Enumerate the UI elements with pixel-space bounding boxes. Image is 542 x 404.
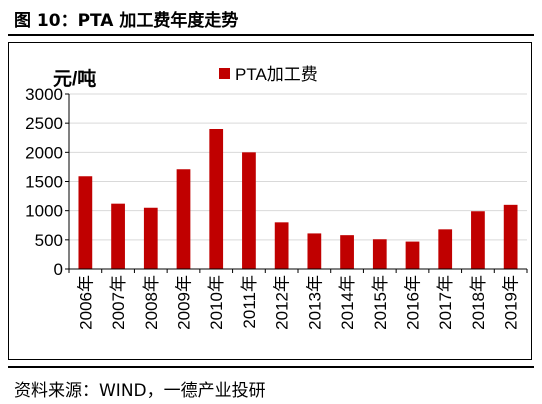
bar-2008年 (143, 207, 158, 269)
x-tick-label: 2016年 (404, 275, 423, 330)
chart-frame: 0 500 1000 1500 2000 2500 3000 2006年 2007年 2008年… (8, 42, 532, 360)
bar-chart: 0 500 1000 1500 2000 2500 3000 2006年 2007年 2008年… (25, 65, 528, 330)
bar-2017年 (438, 229, 453, 269)
page-title: 图 10：PTA 加工费年度走势 (14, 11, 239, 31)
x-tick-label: 2010年 (207, 275, 226, 330)
bar-2014年 (340, 235, 354, 269)
y-tick-label: 3000 (25, 85, 63, 104)
y-tick-label: 1500 (25, 173, 63, 192)
legend-swatch (219, 68, 230, 79)
source-note: 资料来源：WIND，一德产业投研 (14, 381, 266, 401)
x-tick-label: 2019年 (502, 275, 521, 330)
y-tick-label: 2000 (25, 143, 63, 162)
y-tick-label: 2500 (25, 114, 63, 133)
footer-bar: 资料来源：WIND，一德产业投研 (8, 366, 534, 404)
title-bar: 图 10：PTA 加工费年度走势 (8, 0, 534, 36)
bar-2007年 (111, 203, 125, 269)
y-tick-label: 0 (54, 260, 63, 279)
x-tick-label: 2014年 (338, 275, 357, 330)
bar-2012年 (274, 222, 289, 269)
x-tick-label: 2012年 (273, 275, 292, 330)
bar-2016年 (405, 241, 420, 269)
y-tick-label: 500 (35, 231, 63, 250)
y-tick-label: 1000 (25, 202, 63, 221)
bar-2011年 (242, 152, 256, 269)
x-tick-label: 2006年 (76, 275, 95, 330)
bar-2018年 (471, 211, 485, 269)
bar-2006年 (78, 176, 93, 269)
x-tick-label: 2018年 (469, 275, 488, 330)
bar-2009年 (176, 169, 191, 269)
bar-2015年 (372, 239, 387, 269)
x-tick-label: 2008年 (142, 275, 161, 330)
bar-2010年 (209, 129, 224, 269)
y-axis-label: 元/吨 (53, 67, 96, 90)
x-tick-label: 2009年 (175, 275, 194, 330)
x-tick-label: 2011年 (240, 275, 259, 329)
legend: PTA加工费 (219, 65, 318, 84)
x-tick-label: 2013年 (305, 275, 324, 330)
bar-2013年 (307, 233, 322, 269)
x-tick-label: 2007年 (109, 275, 128, 330)
x-tick-label: 2017年 (436, 275, 455, 330)
bar-2019年 (503, 204, 518, 269)
x-tick-label: 2015年 (371, 275, 390, 330)
legend-label: PTA加工费 (235, 65, 318, 84)
